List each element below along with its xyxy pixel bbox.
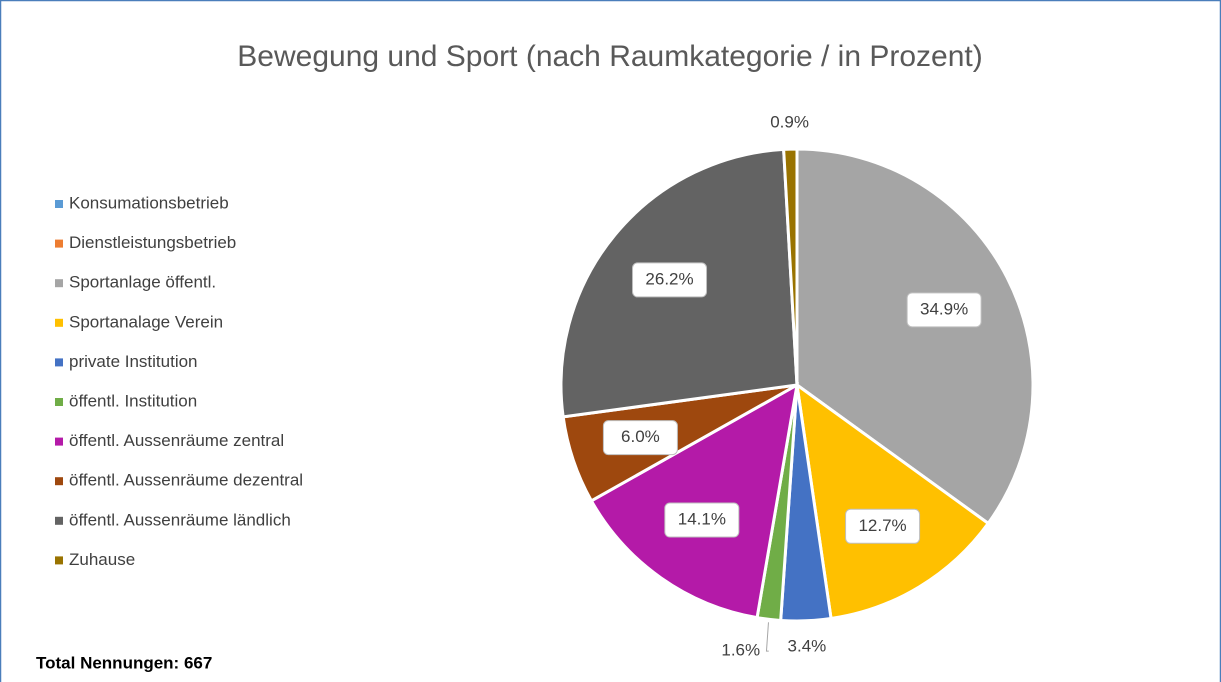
leader-line (765, 622, 769, 652)
label-box (632, 262, 708, 298)
data-label: 34.9% (920, 299, 968, 318)
legend-label: private Institution (69, 352, 198, 371)
data-label: 14.1% (678, 510, 726, 529)
legend-label: Konsumationsbetrieb (69, 193, 229, 212)
legend-swatch (55, 437, 63, 446)
legend-label: Sportanalage Verein (69, 312, 223, 331)
legend-swatch (55, 398, 63, 406)
legend-swatch (55, 477, 63, 486)
data-label: 0.9% (770, 113, 809, 132)
label-box (664, 502, 740, 538)
legend-label: öffentl. Aussenräume ländlich (69, 510, 291, 529)
pie-slice (795, 381, 991, 621)
legend-swatch (55, 358, 63, 367)
label-box (602, 420, 678, 456)
legend-swatch (55, 556, 63, 565)
label-box (845, 508, 921, 544)
data-label: 6.0% (621, 427, 660, 446)
legend-swatch (55, 200, 63, 208)
legend-swatch (55, 239, 63, 248)
legend-label: öffentl. Aussenräume zentral (69, 431, 284, 450)
legend-label: Dienstleistungsbetrieb (69, 233, 236, 252)
data-label: 3.4% (788, 636, 827, 655)
label-box (906, 292, 982, 328)
legend-label: öffentl. Aussenräume dezentral (69, 471, 303, 490)
legend-swatch (55, 516, 63, 525)
legend-swatch (55, 318, 63, 327)
data-label: 12.7% (858, 516, 906, 535)
data-label: 1.6% (721, 641, 760, 660)
chart-title: Bewegung und Sport (nach Raumkategorie /… (237, 40, 982, 73)
legend-swatch (55, 279, 63, 288)
legend-label: öffentl. Institution (69, 391, 197, 410)
pie-slice (782, 147, 799, 386)
pie-slice (589, 382, 800, 620)
data-label: 26.2% (645, 269, 693, 288)
annotation: Total Nennungen: 667 (36, 653, 212, 672)
pie-slice (795, 147, 1035, 526)
legend-label: Zuhause (69, 550, 135, 569)
legend-label: Sportanlage öffentl. (69, 273, 216, 292)
